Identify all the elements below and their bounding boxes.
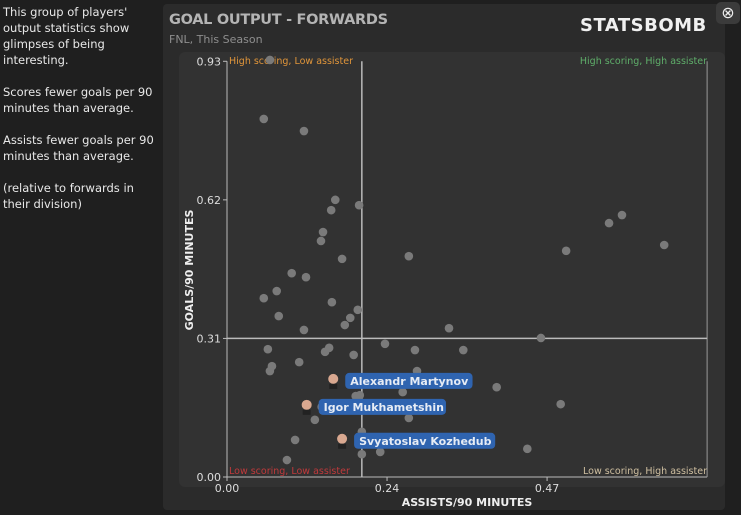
x-tick-label: 0.47	[535, 482, 560, 495]
goals-summary: Scores fewer goals per 90 minutes than a…	[3, 85, 153, 115]
data-point	[604, 218, 614, 228]
data-point	[259, 293, 269, 303]
data-point	[263, 344, 273, 354]
player-label: Alexandr Martynov	[350, 375, 469, 388]
data-point	[617, 210, 627, 220]
data-point	[380, 339, 390, 349]
quadrant-label-high-high: High scoring, High assister	[580, 56, 707, 67]
x-tick-label: 0.00	[215, 482, 240, 495]
data-point	[318, 227, 328, 237]
data-point	[444, 323, 454, 333]
data-point	[523, 444, 532, 454]
player-label-bg	[318, 398, 446, 415]
data-point	[404, 251, 414, 261]
data-point	[556, 399, 565, 409]
data-point	[301, 272, 311, 282]
player-avatar-shirt	[338, 443, 347, 449]
player-label: Igor Mukhametshin	[324, 401, 444, 414]
quadrant-label-high-low: High scoring, Low assister	[229, 56, 353, 67]
data-point	[310, 415, 320, 425]
data-point	[345, 313, 355, 323]
data-point	[299, 126, 309, 136]
data-point	[294, 357, 304, 367]
y-axis-label: GOALS/90 MINUTES	[183, 210, 196, 331]
close-icon[interactable]: ⊗	[716, 2, 740, 24]
y-tick-label: 0.93	[197, 55, 222, 68]
data-point	[316, 236, 326, 246]
description-text: This group of players' output statistics…	[3, 5, 130, 67]
data-point	[398, 387, 407, 397]
data-point	[287, 268, 296, 278]
player-label-bg	[354, 432, 496, 449]
chart-subtitle: FNL, This Season	[169, 33, 263, 46]
data-point	[290, 435, 300, 445]
x-axis-label: ASSISTS/90 MINUTES	[402, 496, 533, 509]
data-point	[299, 325, 309, 335]
chart-title: GOAL OUTPUT - FORWARDS	[169, 12, 388, 28]
assists-summary: Assists fewer goals per 90 minutes than …	[3, 133, 154, 163]
player-label-bg	[345, 372, 473, 389]
y-tick-label: 0.62	[197, 194, 222, 207]
relative-note: (relative to forwards in their division)	[3, 181, 134, 211]
data-point	[274, 311, 284, 321]
statsbomb-logo: STATSBOMB	[580, 15, 707, 36]
x-tick-label: 0.24	[375, 482, 400, 495]
data-point	[265, 55, 275, 65]
data-point	[353, 305, 363, 315]
data-point	[536, 333, 546, 343]
data-point	[492, 382, 501, 392]
player-label: Svyatoslav Kozhedub	[359, 435, 492, 448]
quadrant-label-low-high: Low scoring, High assister	[583, 466, 707, 477]
data-point	[320, 347, 330, 357]
data-point	[326, 205, 336, 215]
data-point	[459, 345, 468, 355]
player-avatar	[301, 399, 312, 410]
data-point	[330, 195, 340, 205]
y-tick-label: 0.00	[197, 471, 222, 484]
player-avatar-shirt	[329, 383, 338, 389]
data-point	[340, 320, 350, 330]
data-point	[349, 350, 358, 360]
player-description: This group of players' output statistics…	[3, 4, 158, 228]
data-point	[282, 455, 292, 465]
quadrant-label-low-low: Low scoring, Low assister	[229, 466, 350, 477]
plot-area	[179, 52, 725, 487]
data-point	[375, 447, 385, 457]
data-point	[561, 246, 571, 256]
y-tick-label: 0.31	[197, 332, 222, 345]
data-point	[659, 240, 669, 250]
data-point	[404, 413, 414, 423]
data-point	[265, 366, 275, 376]
data-point	[272, 286, 282, 296]
data-point	[259, 114, 269, 124]
player-avatar	[328, 373, 339, 384]
player-avatar-shirt	[302, 409, 311, 415]
data-point	[337, 254, 347, 264]
data-point	[354, 200, 364, 210]
data-point	[357, 449, 367, 459]
data-point	[351, 391, 361, 401]
data-point	[327, 297, 337, 307]
player-avatar	[337, 433, 348, 444]
data-point	[410, 345, 420, 355]
